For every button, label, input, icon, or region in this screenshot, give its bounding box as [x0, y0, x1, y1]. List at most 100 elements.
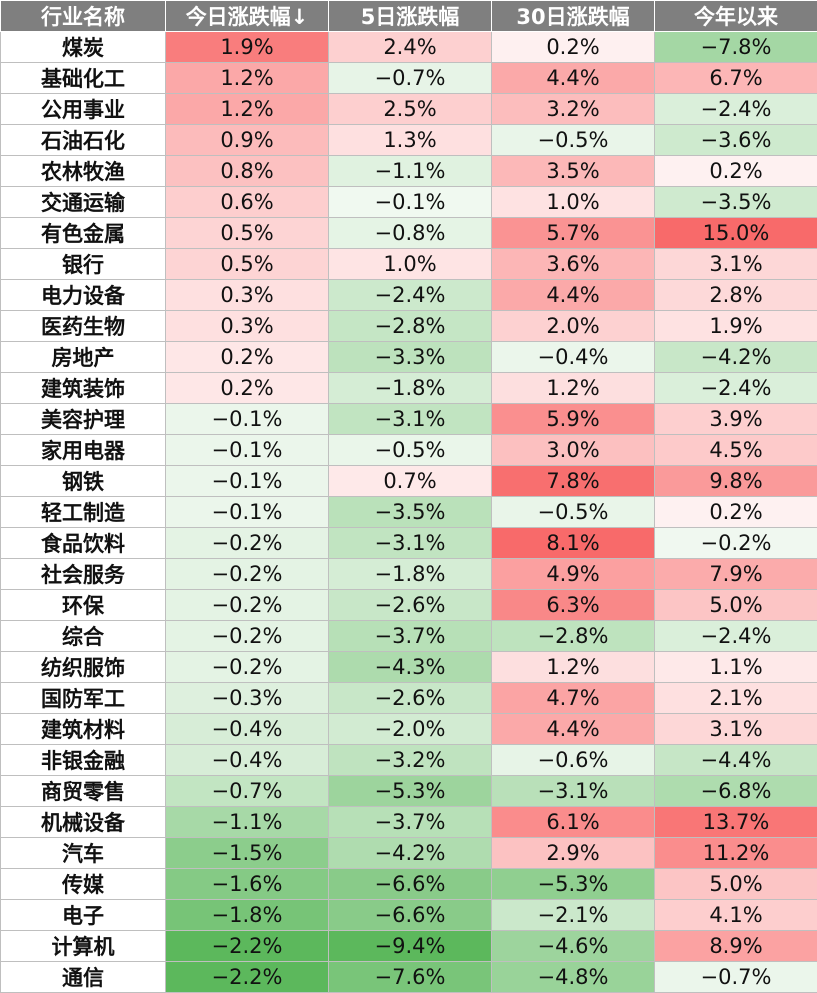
- ytd-change-cell: −0.7%: [655, 962, 817, 993]
- industry-name-cell: 综合: [1, 621, 166, 652]
- table-row: 综合−0.2%−3.7%−2.8%−2.4%: [1, 621, 817, 652]
- industry-name-cell: 银行: [1, 249, 166, 280]
- industry-name-cell: 石油石化: [1, 125, 166, 156]
- 5day-change-cell: 1.0%: [329, 249, 492, 280]
- 30day-change-cell: −4.8%: [492, 962, 655, 993]
- 5day-change-cell: −1.1%: [329, 156, 492, 187]
- ytd-change-cell: −2.4%: [655, 373, 817, 404]
- today-change-cell: 0.9%: [166, 125, 329, 156]
- 5day-change-cell: −4.2%: [329, 838, 492, 869]
- industry-name-cell: 建筑装饰: [1, 373, 166, 404]
- 30day-change-cell: 4.4%: [492, 280, 655, 311]
- table-row: 环保−0.2%−2.6%6.3%5.0%: [1, 590, 817, 621]
- industry-name-cell: 通信: [1, 962, 166, 993]
- ytd-change-cell: 0.2%: [655, 156, 817, 187]
- today-change-cell: −0.1%: [166, 435, 329, 466]
- industry-name-cell: 轻工制造: [1, 497, 166, 528]
- table-row: 国防军工−0.3%−2.6%4.7%2.1%: [1, 683, 817, 714]
- table-row: 钢铁−0.1%0.7%7.8%9.8%: [1, 466, 817, 497]
- 30day-change-cell: −5.3%: [492, 869, 655, 900]
- ytd-change-cell: −3.5%: [655, 187, 817, 218]
- header-5day-change[interactable]: 5日涨跌幅: [329, 1, 492, 32]
- ytd-change-cell: 15.0%: [655, 218, 817, 249]
- today-change-cell: −0.2%: [166, 652, 329, 683]
- today-change-cell: −1.1%: [166, 807, 329, 838]
- today-change-cell: −0.2%: [166, 528, 329, 559]
- industry-name-cell: 家用电器: [1, 435, 166, 466]
- 5day-change-cell: −7.6%: [329, 962, 492, 993]
- table-row: 非银金融−0.4%−3.2%−0.6%−4.4%: [1, 745, 817, 776]
- today-change-cell: −0.4%: [166, 745, 329, 776]
- today-change-cell: 0.6%: [166, 187, 329, 218]
- 30day-change-cell: −0.4%: [492, 342, 655, 373]
- 5day-change-cell: −0.8%: [329, 218, 492, 249]
- industry-name-cell: 交通运输: [1, 187, 166, 218]
- header-30day-change[interactable]: 30日涨跌幅: [492, 1, 655, 32]
- ytd-change-cell: 3.1%: [655, 714, 817, 745]
- ytd-change-cell: −2.4%: [655, 621, 817, 652]
- 5day-change-cell: −3.1%: [329, 528, 492, 559]
- 30day-change-cell: 1.2%: [492, 652, 655, 683]
- industry-name-cell: 机械设备: [1, 807, 166, 838]
- 30day-change-cell: −4.6%: [492, 931, 655, 962]
- today-change-cell: −0.2%: [166, 559, 329, 590]
- ytd-change-cell: 9.8%: [655, 466, 817, 497]
- ytd-change-cell: 8.9%: [655, 931, 817, 962]
- industry-name-cell: 建筑材料: [1, 714, 166, 745]
- industry-name-cell: 纺织服饰: [1, 652, 166, 683]
- 5day-change-cell: −0.5%: [329, 435, 492, 466]
- today-change-cell: 0.3%: [166, 280, 329, 311]
- ytd-change-cell: 5.0%: [655, 590, 817, 621]
- 5day-change-cell: −3.5%: [329, 497, 492, 528]
- today-change-cell: 0.5%: [166, 249, 329, 280]
- today-change-cell: −1.8%: [166, 900, 329, 931]
- table-row: 纺织服饰−0.2%−4.3%1.2%1.1%: [1, 652, 817, 683]
- header-ytd-change[interactable]: 今年以来: [655, 1, 817, 32]
- today-change-cell: −0.1%: [166, 497, 329, 528]
- 30day-change-cell: −2.1%: [492, 900, 655, 931]
- today-change-cell: 1.2%: [166, 63, 329, 94]
- ytd-change-cell: 3.9%: [655, 404, 817, 435]
- today-change-cell: −0.2%: [166, 621, 329, 652]
- 5day-change-cell: 1.3%: [329, 125, 492, 156]
- table-row: 社会服务−0.2%−1.8%4.9%7.9%: [1, 559, 817, 590]
- ytd-change-cell: 6.7%: [655, 63, 817, 94]
- table-row: 建筑材料−0.4%−2.0%4.4%3.1%: [1, 714, 817, 745]
- 5day-change-cell: −3.7%: [329, 621, 492, 652]
- table-row: 家用电器−0.1%−0.5%3.0%4.5%: [1, 435, 817, 466]
- 30day-change-cell: −2.8%: [492, 621, 655, 652]
- 30day-change-cell: 3.0%: [492, 435, 655, 466]
- 5day-change-cell: −2.4%: [329, 280, 492, 311]
- industry-name-cell: 医药生物: [1, 311, 166, 342]
- 30day-change-cell: 2.0%: [492, 311, 655, 342]
- today-change-cell: −1.5%: [166, 838, 329, 869]
- 5day-change-cell: −9.4%: [329, 931, 492, 962]
- industry-name-cell: 社会服务: [1, 559, 166, 590]
- 5day-change-cell: −3.7%: [329, 807, 492, 838]
- 5day-change-cell: 2.5%: [329, 94, 492, 125]
- 30day-change-cell: 4.4%: [492, 63, 655, 94]
- 30day-change-cell: 6.1%: [492, 807, 655, 838]
- table-row: 美容护理−0.1%−3.1%5.9%3.9%: [1, 404, 817, 435]
- 5day-change-cell: −0.1%: [329, 187, 492, 218]
- header-today-change-sorted[interactable]: 今日涨跌幅↓: [166, 1, 329, 32]
- ytd-change-cell: 3.1%: [655, 249, 817, 280]
- 30day-change-cell: 5.7%: [492, 218, 655, 249]
- ytd-change-cell: −6.8%: [655, 776, 817, 807]
- industry-name-cell: 美容护理: [1, 404, 166, 435]
- 5day-change-cell: −2.0%: [329, 714, 492, 745]
- 5day-change-cell: −0.7%: [329, 63, 492, 94]
- ytd-change-cell: 5.0%: [655, 869, 817, 900]
- ytd-change-cell: 1.1%: [655, 652, 817, 683]
- table-row: 计算机−2.2%−9.4%−4.6%8.9%: [1, 931, 817, 962]
- today-change-cell: −0.1%: [166, 466, 329, 497]
- today-change-cell: −0.1%: [166, 404, 329, 435]
- 30day-change-cell: 1.0%: [492, 187, 655, 218]
